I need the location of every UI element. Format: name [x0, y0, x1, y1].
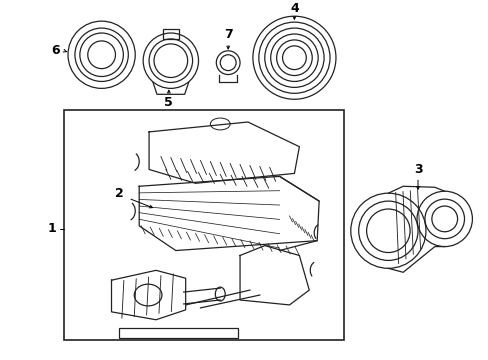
Bar — [64, 110, 343, 339]
Text: 7: 7 — [224, 28, 232, 41]
Text: 4: 4 — [289, 2, 298, 15]
Text: 3: 3 — [413, 163, 422, 176]
Text: 2: 2 — [115, 187, 123, 200]
Bar — [163, 29, 179, 39]
Text: 5: 5 — [164, 96, 173, 109]
Bar — [119, 328, 238, 338]
Text: 1: 1 — [48, 222, 57, 235]
Text: 6: 6 — [51, 44, 60, 57]
